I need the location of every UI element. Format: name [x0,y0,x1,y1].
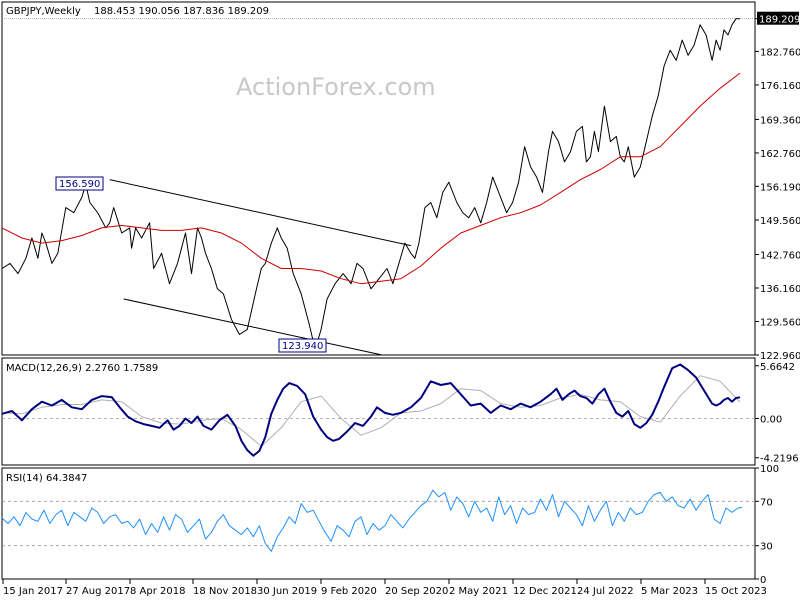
x-tick-label-0: 15 Jan 2017 [3,586,63,597]
price-tick-label-8: 136.160 [760,284,800,295]
price-tick-label-6: 149.560 [760,216,800,227]
annotation-box-0 [55,176,104,191]
annotation-label-0: 156.590 [59,179,100,190]
price-panel-title: GBPJPY,Weekly [6,6,81,17]
price-ohlc-readout: 188.453 190.056 187.836 189.209 [94,6,269,17]
macd-tick-label-0: 5.6642 [760,362,795,373]
rsi-series-0 [1,489,743,552]
price-tick-label-10: 122.960 [760,351,800,362]
x-tick-label-4: 30 Jun 2019 [257,586,317,597]
x-tick-label-2: 8 Apr 2018 [130,586,185,597]
price-panel-frame [1,1,756,356]
x-tick-label-11: 15 Oct 2023 [705,586,767,597]
price-tick-label-0: 189.209 [759,15,800,26]
x-tick-label-5: 9 Feb 2020 [321,586,377,597]
rsi-panel-frame [1,467,756,580]
price-tick-label-3: 169.360 [760,115,800,126]
price-tick-label-2: 176.160 [760,81,800,92]
macd-series-1 [1,375,741,447]
channel-line-1 [123,298,382,356]
x-tick-label-8: 12 Dec 2021 [513,586,577,597]
rsi-tick-label-0: 100 [760,464,779,475]
price-tick-label-4: 162.760 [760,149,800,160]
x-tick-label-7: 2 May 2021 [449,586,508,597]
macd-series-0 [1,363,741,457]
macd-panel-frame [1,357,756,466]
price-tick-label-9: 129.560 [760,317,800,328]
watermark: ActionForex.com [236,73,436,101]
macd-tick-label-1: 0.00 [760,414,782,425]
x-tick-label-1: 27 Aug 2017 [66,586,130,597]
x-tick-label-6: 20 Sep 2020 [385,586,448,597]
rsi-tick-label-3: 0 [760,575,766,586]
x-tick-label-3: 18 Nov 2018 [193,586,257,597]
macd-tick-label-2: -4.2196 [760,454,799,465]
price-last-price-box [757,11,799,25]
price-series-1 [1,72,741,285]
rsi-panel-title: RSI(14) 64.3847 [6,473,87,484]
macd-panel-title: MACD(12,26,9) 2.2760 1.7589 [6,363,158,374]
annotation-label-1: 123.940 [282,341,323,352]
annotation-box-1 [278,338,327,353]
price-tick-label-5: 156.190 [760,182,800,193]
price-tick-label-1: 182.760 [760,47,800,58]
rsi-tick-label-1: 70 [760,497,773,508]
x-tick-label-9: 24 Jul 2022 [577,586,634,597]
channel-line-0 [109,179,412,247]
rsi-tick-label-2: 30 [760,542,773,553]
price-tick-label-7: 142.760 [760,250,800,261]
x-tick-label-10: 5 Mar 2023 [641,586,698,597]
